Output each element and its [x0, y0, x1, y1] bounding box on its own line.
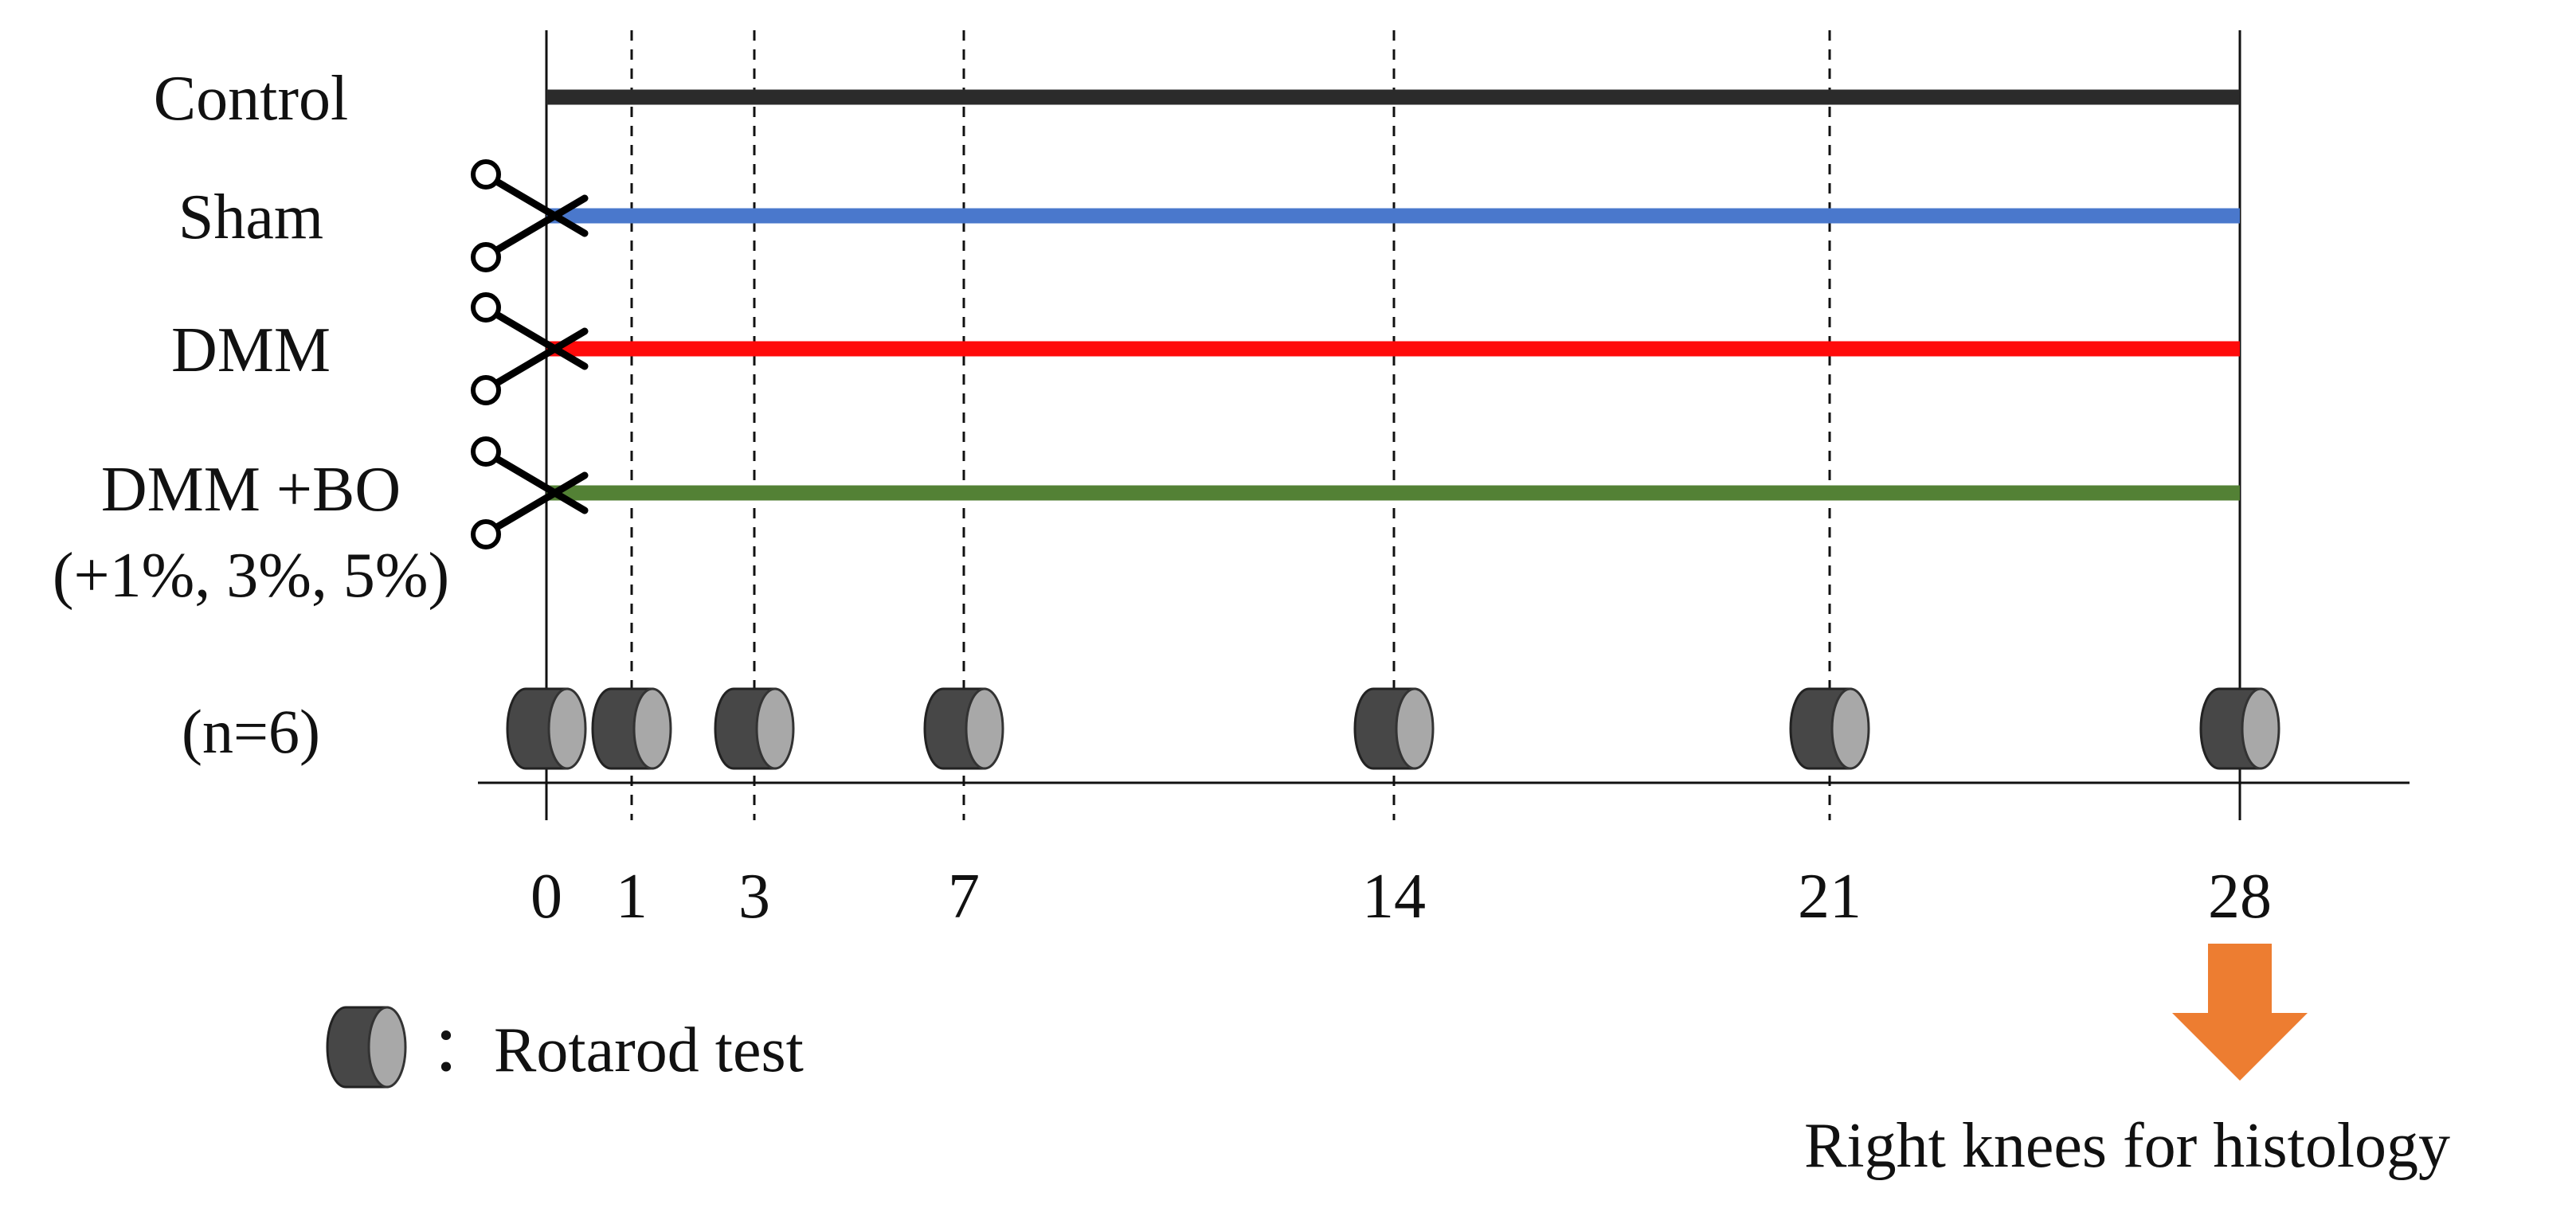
- legend-label: ：Rotarod test: [430, 1015, 804, 1085]
- scissors-icon: [471, 292, 589, 405]
- endpoint-annotation: Right knees for histology: [1804, 944, 2450, 1181]
- endpoint-label: Right knees for histology: [1804, 1111, 2450, 1181]
- group-labels: Control Sham DMM DMM +BO (+1%, 3%, 5%): [53, 64, 449, 611]
- group-sublabel-dmm_bo: (+1%, 3%, 5%): [53, 541, 449, 611]
- rotarod-cylinder-icon: [326, 1006, 407, 1089]
- rotarod-cylinder-icon: [1353, 687, 1435, 770]
- rotarod-cylinder-icon: [2199, 687, 2280, 770]
- group-label-dmm_bo: DMM +BO: [101, 455, 401, 525]
- tick-label-1: 1: [616, 862, 648, 932]
- rotarod-cylinder-icon: [506, 687, 587, 770]
- rotarod-cylinder-icon: [923, 687, 1004, 770]
- tick-label-7: 7: [948, 862, 980, 932]
- tick-label-28: 28: [2208, 862, 2272, 932]
- rotarod-cylinder-icon: [714, 687, 795, 770]
- scissors-icon: [471, 436, 589, 549]
- rotarod-cylinder-icon: [591, 687, 672, 770]
- sample-size-label: (n=6): [182, 697, 320, 766]
- scissors-icon: [471, 159, 589, 272]
- time-axis: 0 1 3 7 14 21 28: [478, 781, 2410, 932]
- tick-label-3: 3: [738, 862, 770, 932]
- surgery-icons: [471, 159, 589, 549]
- tick-label-21: 21: [1798, 862, 1862, 932]
- rotarod-cylinder-icon: [1789, 687, 1870, 770]
- group-lines: [546, 89, 2240, 501]
- group-label-dmm: DMM: [171, 315, 331, 385]
- down-arrow-icon: [2172, 944, 2308, 1081]
- legend: ：Rotarod test: [326, 1006, 804, 1089]
- group-label-sham: Sham: [178, 182, 323, 252]
- tick-label-14: 14: [1362, 862, 1426, 932]
- tick-label-0: 0: [530, 862, 562, 932]
- rotarod-test-markers: [506, 687, 2280, 770]
- group-label-control: Control: [154, 64, 348, 134]
